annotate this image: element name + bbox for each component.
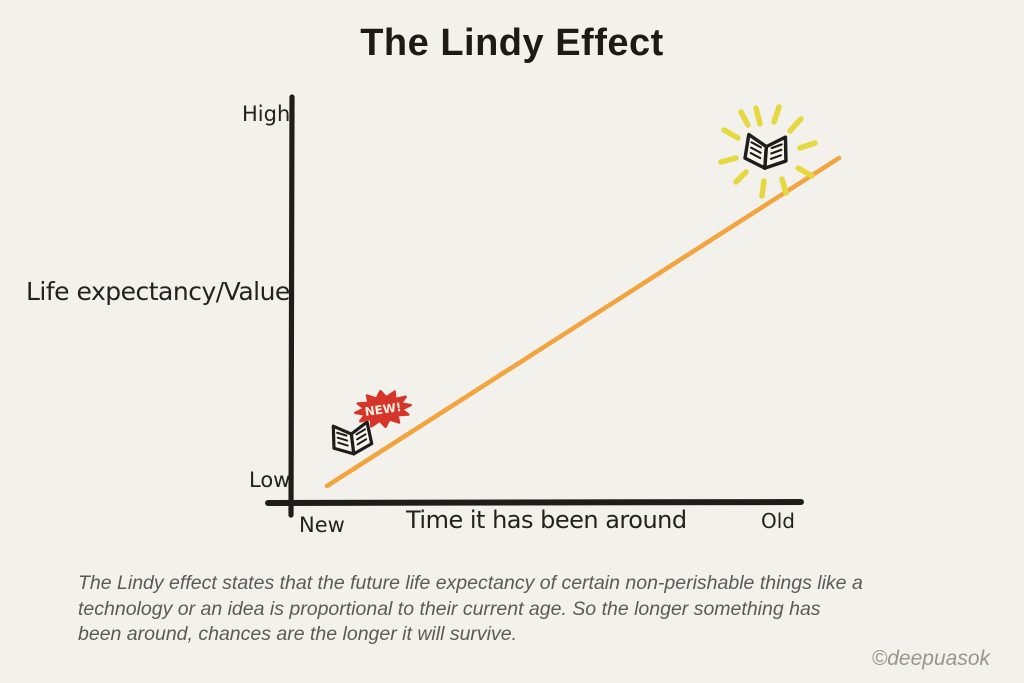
old-book-icon: [743, 132, 788, 170]
watermark-credit: ©deepuasok: [871, 647, 990, 670]
y-axis-line: [288, 94, 295, 518]
new-badge-label: NEW!: [364, 400, 403, 419]
shine-rays: [718, 104, 818, 199]
x-tick-old: Old: [761, 509, 795, 533]
caption-line-1: The Lindy effect states that the future …: [78, 572, 863, 594]
y-axis-label: Life expectancy/Value: [26, 277, 290, 306]
caption-line-3: been around, chances are the longer it w…: [78, 623, 517, 646]
page-title: The Lindy Effect: [360, 22, 664, 64]
caption: The Lindy effect states that the future …: [78, 571, 968, 648]
x-axis-line: [265, 499, 804, 506]
new-badge: NEW!: [354, 389, 412, 429]
new-book-icon: [331, 420, 374, 456]
y-tick-low: Low: [249, 468, 291, 492]
y-tick-high: High: [242, 102, 291, 126]
trend-line: [324, 155, 842, 489]
caption-line-2: technology or an idea is proportional to…: [78, 597, 821, 620]
x-tick-new: New: [299, 513, 345, 537]
x-axis-label: Time it has been around: [406, 506, 687, 534]
